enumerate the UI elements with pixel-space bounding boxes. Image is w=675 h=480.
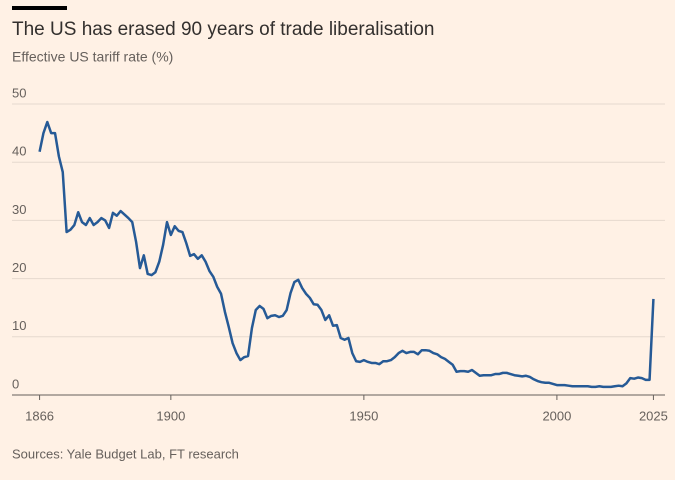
x-tick-label: 2000 — [542, 408, 571, 423]
y-tick-label: 30 — [12, 202, 26, 217]
x-tick-label: 1900 — [156, 408, 185, 423]
x-tick-label: 1866 — [25, 408, 54, 423]
y-tick-label: 40 — [12, 144, 26, 159]
y-tick-label: 0 — [12, 376, 19, 391]
x-tick-label: 1950 — [349, 408, 378, 423]
y-tick-label: 10 — [12, 318, 26, 333]
y-tick-label: 20 — [12, 260, 26, 275]
y-tick-label: 50 — [12, 85, 26, 100]
chart-title: The US has erased 90 years of trade libe… — [12, 19, 434, 40]
line — [38, 120, 655, 389]
chart-subtitle: Effective US tariff rate (%) — [12, 49, 173, 65]
title-bar — [12, 6, 67, 10]
x-tick-label: 2025 — [639, 408, 668, 423]
source: Sources: Yale Budget Lab, FT research — [12, 446, 239, 461]
